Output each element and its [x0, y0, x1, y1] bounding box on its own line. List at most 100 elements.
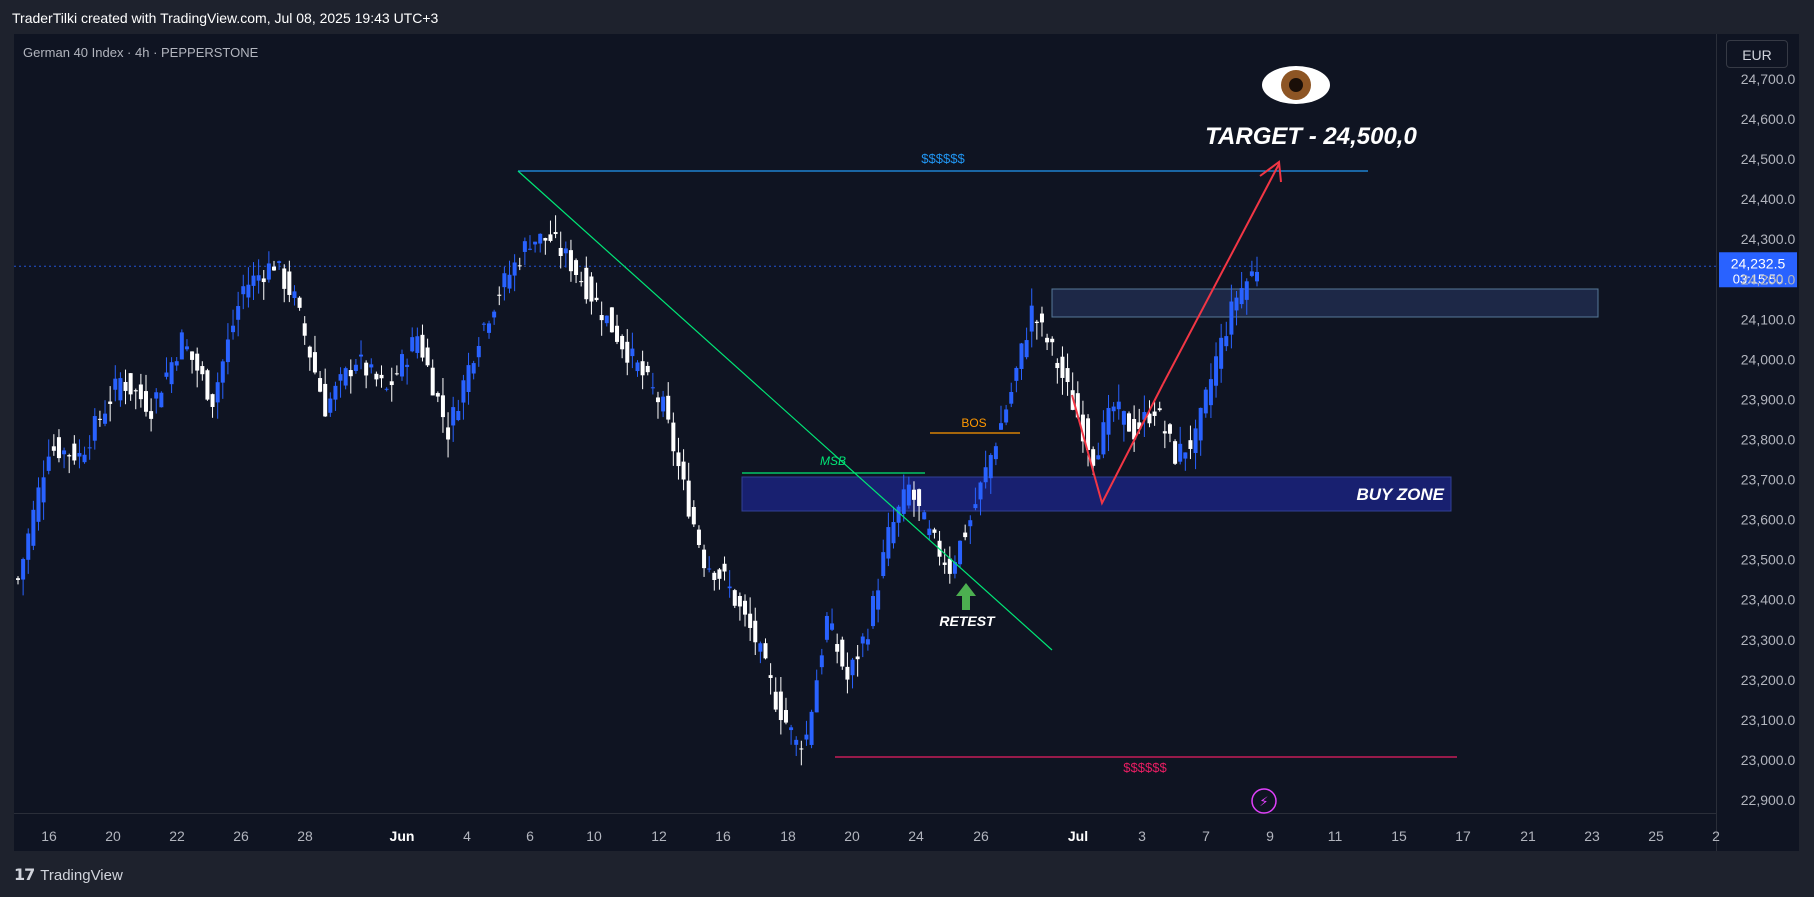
candle-body [589, 276, 594, 302]
candle-body [261, 278, 266, 283]
candle-body [620, 335, 625, 350]
candle-body [282, 268, 287, 289]
lightning-icon [1251, 788, 1277, 814]
candle-body [983, 467, 988, 483]
candle-body [1193, 428, 1198, 454]
candle-body [113, 378, 118, 390]
candle-body [901, 489, 906, 514]
y-tick-label: 24,100.0 [1741, 311, 1796, 327]
candle-body [553, 232, 558, 235]
candle-body [999, 423, 1004, 430]
candle-body [41, 477, 46, 503]
candle-body [312, 352, 317, 373]
candle-body [502, 273, 507, 288]
candle-body [978, 482, 983, 500]
candle-body [778, 691, 783, 721]
candle-body [405, 364, 410, 367]
candle-body [1014, 367, 1019, 381]
candle-body [630, 348, 635, 357]
y-tick-label: 24,600.0 [1741, 111, 1796, 127]
bottom-bar [0, 851, 1814, 897]
candle-body [1147, 413, 1152, 424]
candle-body [942, 562, 947, 565]
candle-body [323, 383, 328, 417]
candle-body [645, 365, 650, 373]
candle-body [476, 346, 481, 358]
publish-credit: TraderTilki created with TradingView.com… [12, 10, 439, 26]
candle-body [911, 489, 916, 500]
candle-body [973, 504, 978, 509]
candle-body [266, 263, 271, 280]
candle-body [1142, 412, 1147, 420]
price-axis[interactable] [1716, 34, 1799, 851]
currency-button[interactable]: EUR [1726, 40, 1788, 68]
candle-body [968, 520, 973, 527]
candle-body [359, 354, 364, 357]
x-tick-label: 23 [1584, 828, 1600, 844]
candle-body [563, 248, 568, 254]
candle-body [809, 711, 814, 745]
candle-body [865, 639, 870, 645]
candle-body [850, 659, 855, 676]
candle-body [128, 373, 133, 395]
candle-body [481, 323, 486, 325]
candle-body [512, 262, 517, 276]
chart-pane[interactable] [14, 34, 1716, 851]
candle-body [886, 527, 891, 559]
candle-body [1173, 441, 1178, 464]
x-tick-label: 4 [463, 828, 471, 844]
candle-body [435, 393, 440, 397]
y-tick-label: 23,700.0 [1741, 472, 1796, 488]
candle-body [1234, 297, 1239, 311]
candle-body [333, 385, 338, 400]
candle-body [758, 643, 763, 652]
x-tick-label: Jun [390, 828, 415, 844]
y-tick-label: 23,200.0 [1741, 672, 1796, 688]
tradingview-logo-icon: 𝟭𝟳 [14, 867, 35, 884]
candle-body [1091, 449, 1096, 466]
candle-body [1050, 338, 1055, 343]
candle-body [1055, 362, 1060, 369]
candle-body [62, 450, 67, 455]
red-arrowhead [1259, 160, 1282, 183]
x-tick-label: 24 [908, 828, 924, 844]
y-tick-label: 24,200.0 [1741, 271, 1796, 287]
brand[interactable]: 𝟭𝟳 TradingView [14, 865, 123, 885]
time-axis[interactable] [14, 813, 1716, 852]
candle-body [21, 559, 26, 580]
x-tick-label: 21 [1520, 828, 1536, 844]
candle-body [92, 416, 97, 441]
candle-body [1239, 288, 1244, 305]
candle-body [205, 370, 210, 400]
candle-body [133, 390, 138, 392]
candle-body [640, 361, 645, 376]
candle-body [343, 368, 348, 386]
x-tick-label: 16 [715, 828, 731, 844]
candle-body [1096, 455, 1101, 460]
candle-body [650, 387, 655, 389]
candle-body [318, 378, 323, 392]
candle-body [522, 241, 527, 252]
candle-body [799, 748, 804, 750]
candle-body [56, 437, 61, 459]
candle-body [231, 325, 236, 333]
candle-body [517, 265, 522, 267]
x-tick-label: Jul [1068, 828, 1088, 844]
candle-body [256, 275, 261, 281]
candle-body [348, 370, 353, 377]
candle-body [548, 234, 553, 241]
x-tick-label: 25 [1648, 828, 1664, 844]
brand-label: TradingView [40, 866, 123, 884]
candle-body [440, 395, 445, 418]
candle-body [558, 247, 563, 257]
candle-body [814, 680, 819, 713]
candle-body [220, 361, 225, 383]
candle-body [31, 509, 36, 546]
candle-body [1121, 411, 1126, 425]
candle-body [16, 578, 20, 580]
candle-body [1060, 356, 1065, 378]
y-tick-label: 23,500.0 [1741, 552, 1796, 568]
candle-body [927, 528, 932, 536]
candle-body [737, 596, 742, 607]
